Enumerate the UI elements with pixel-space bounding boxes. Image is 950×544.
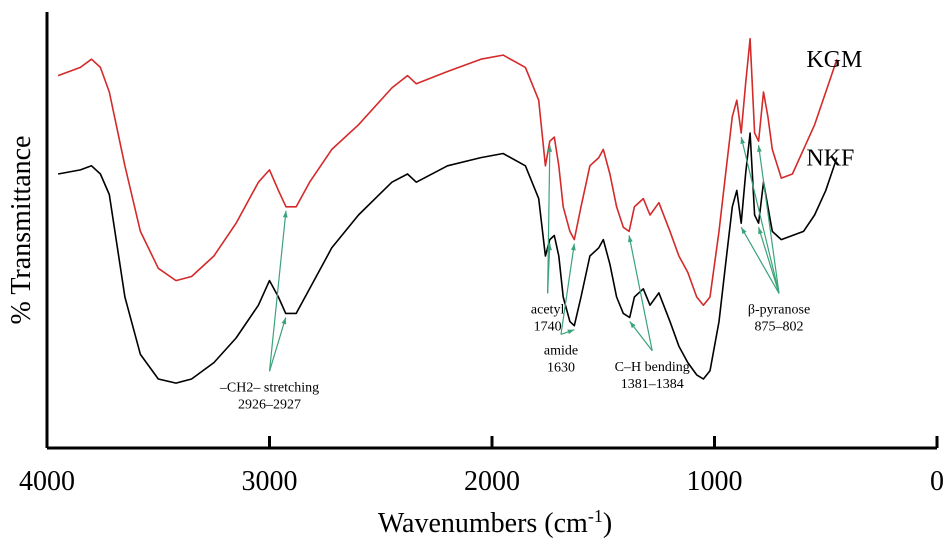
x-tick-label: 4000 <box>19 466 75 497</box>
series-label-kgm: KGM <box>806 47 862 73</box>
series-layer <box>57 37 838 384</box>
annotation-arrowhead <box>547 243 552 251</box>
labels-layer: KGM NKF <box>806 47 862 171</box>
series-label-nkf: NKF <box>806 146 854 172</box>
x-tick-label: 1000 <box>687 466 743 497</box>
annotation-arrowhead <box>281 317 287 325</box>
series-line-nkf <box>57 132 838 384</box>
annotation-arrowhead <box>740 137 746 144</box>
annotation-arrowhead <box>627 235 633 243</box>
annotation-arrow <box>740 136 780 294</box>
annotation-arrow <box>560 243 575 335</box>
annotation-label: 1381–1384 <box>621 377 684 392</box>
annotation-label: 875–802 <box>755 319 804 334</box>
annotation-label: 1740 <box>534 319 562 334</box>
annotation: C–H bending 1381–1384 <box>615 235 690 392</box>
annotation-label: 2926–2927 <box>238 397 301 412</box>
annotation: acetyl 1740 <box>531 145 565 334</box>
annotation-arrowhead <box>757 145 762 153</box>
annotation-arrow <box>740 226 780 294</box>
annotation-label: –CH2– stretching <box>219 380 319 395</box>
annotation: –CH2– stretching 2926–2927 <box>219 210 319 412</box>
annotation-arrow <box>547 243 551 294</box>
x-tick-label: 3000 <box>242 466 298 497</box>
x-tick-label: 0 <box>930 466 944 497</box>
x-tick-label: 2000 <box>464 466 520 497</box>
annotation-label: 1630 <box>547 360 575 375</box>
annotation-layer: –CH2– stretching2926–2927acetyl1740amide… <box>219 136 810 412</box>
annotation-arrowhead <box>567 329 575 335</box>
axes: 4000 3000 2000 1000 0 Wavenumbers (cm-1) % Tra… <box>6 12 944 539</box>
annotation-label: C–H bending <box>615 360 690 375</box>
annotation-label: β-pyranose <box>748 302 810 317</box>
annotation: β-pyranose 875–802 <box>740 136 810 334</box>
annotation-arrowhead <box>570 243 576 251</box>
y-axis-title: % Transmittance <box>6 136 37 325</box>
annotation-arrowhead <box>741 227 747 235</box>
annotation-arrowhead <box>758 227 763 235</box>
annotation-arrowhead <box>282 210 288 218</box>
annotation-arrow <box>757 145 780 294</box>
annotation: amide 1630 <box>544 243 578 375</box>
annotation-label: amide <box>544 343 578 358</box>
series-line-kgm <box>57 37 838 306</box>
annotation-arrow <box>268 210 287 372</box>
annotation-arrowhead <box>629 321 636 329</box>
x-axis-title: Wavenumbers (cm-1) <box>378 506 612 539</box>
annotation-arrow <box>547 145 551 294</box>
annotation-label: acetyl <box>531 302 565 317</box>
annotation-arrowhead <box>547 145 553 152</box>
annotation-arrow <box>268 317 287 372</box>
annotation-arrow <box>628 235 653 351</box>
annotation-arrow <box>757 227 780 294</box>
